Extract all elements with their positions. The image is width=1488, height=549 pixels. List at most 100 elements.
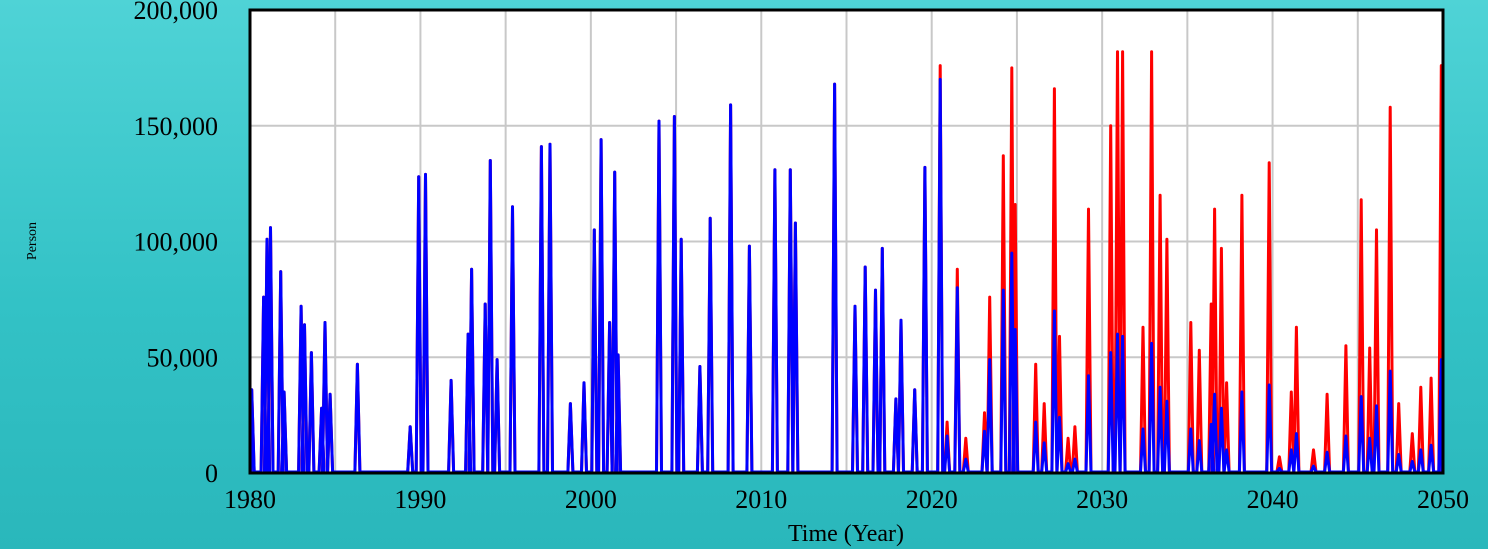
y-tick-label: 50,000 bbox=[147, 343, 219, 372]
data-point-series-2 bbox=[1312, 465, 1315, 467]
data-point-series-1 bbox=[946, 421, 948, 423]
data-point-series-2 bbox=[266, 238, 268, 240]
data-point-series-2 bbox=[1002, 289, 1005, 291]
data-point-series-2 bbox=[748, 245, 751, 247]
data-point-series-2 bbox=[965, 458, 967, 460]
data-point-series-1 bbox=[1053, 87, 1056, 90]
x-axis-label: Time (Year) bbox=[788, 521, 904, 547]
data-point-series-2 bbox=[1397, 453, 1400, 456]
data-point-series-2 bbox=[583, 381, 585, 384]
data-point-series-2 bbox=[983, 430, 986, 433]
data-point-series-1 bbox=[1389, 106, 1391, 109]
data-point-series-2 bbox=[279, 270, 282, 273]
data-point-series-2 bbox=[1159, 386, 1161, 389]
data-point-series-1 bbox=[939, 64, 942, 67]
data-point-series-2 bbox=[895, 398, 897, 400]
data-point-series-1 bbox=[956, 268, 959, 271]
data-point-series-2 bbox=[1210, 423, 1213, 426]
data-point-series-2 bbox=[1043, 442, 1045, 444]
data-point-series-1 bbox=[988, 296, 991, 298]
data-point-series-2 bbox=[699, 365, 701, 368]
data-point-series-2 bbox=[658, 120, 660, 122]
data-point-series-2 bbox=[874, 289, 877, 291]
data-point-series-2 bbox=[593, 229, 596, 231]
data-point-series-2 bbox=[900, 319, 902, 322]
data-point-series-2 bbox=[409, 425, 412, 428]
data-point-series-2 bbox=[1121, 335, 1124, 338]
data-point-series-1 bbox=[1278, 455, 1281, 458]
data-point-series-1 bbox=[1002, 155, 1005, 157]
data-point-series-2 bbox=[608, 321, 611, 324]
x-tick-label: 2020 bbox=[906, 485, 958, 514]
data-point-series-2 bbox=[1389, 370, 1391, 372]
data-point-series-2 bbox=[881, 247, 884, 250]
data-point-series-1 bbox=[1375, 229, 1378, 231]
data-point-series-2 bbox=[283, 391, 285, 393]
data-point-series-2 bbox=[1326, 451, 1328, 453]
data-point-series-1 bbox=[1166, 238, 1168, 240]
data-point-series-1 bbox=[1345, 344, 1347, 347]
data-point-series-2 bbox=[310, 351, 313, 354]
data-point-series-2 bbox=[1360, 395, 1362, 398]
data-point-series-2 bbox=[484, 303, 486, 305]
data-point-series-2 bbox=[673, 115, 676, 118]
data-point-series-2 bbox=[939, 78, 942, 81]
x-tick-label: 2040 bbox=[1247, 485, 1299, 514]
y-tick-label: 150,000 bbox=[134, 112, 219, 141]
data-point-series-1 bbox=[1014, 203, 1017, 206]
y-tick-label: 200,000 bbox=[134, 0, 219, 25]
y-tick-label: 100,000 bbox=[134, 228, 219, 257]
data-point-series-1 bbox=[1290, 391, 1293, 393]
data-point-series-2 bbox=[1241, 391, 1243, 393]
data-point-series-2 bbox=[600, 138, 602, 141]
data-point-series-2 bbox=[1411, 460, 1414, 463]
data-point-series-1 bbox=[1397, 402, 1400, 405]
data-point-series-2 bbox=[1368, 437, 1371, 440]
data-point-series-1 bbox=[1109, 124, 1112, 127]
data-point-series-2 bbox=[1014, 328, 1017, 331]
data-point-series-1 bbox=[1189, 321, 1192, 324]
data-point-series-2 bbox=[324, 321, 326, 324]
data-point-series-1 bbox=[1420, 386, 1422, 389]
x-tick-label: 2010 bbox=[735, 485, 787, 514]
data-point-series-1 bbox=[965, 437, 967, 440]
data-point-series-2 bbox=[1150, 342, 1153, 345]
data-point-series-1 bbox=[983, 412, 986, 414]
x-tick-label: 2030 bbox=[1076, 485, 1128, 514]
data-point-series-2 bbox=[774, 168, 776, 171]
data-point-series-2 bbox=[303, 324, 306, 326]
data-point-series-2 bbox=[1067, 462, 1069, 465]
data-point-series-2 bbox=[946, 435, 948, 437]
data-point-series-2 bbox=[1053, 310, 1056, 312]
data-point-series-2 bbox=[1268, 384, 1270, 386]
data-point-series-2 bbox=[1290, 449, 1293, 451]
data-point-series-2 bbox=[450, 379, 452, 382]
data-point-series-2 bbox=[1420, 449, 1422, 451]
data-point-series-2 bbox=[1213, 393, 1216, 396]
data-point-series-2 bbox=[1345, 435, 1347, 437]
data-point-series-2 bbox=[467, 333, 469, 335]
data-point-series-2 bbox=[496, 358, 498, 361]
data-point-series-1 bbox=[1225, 381, 1228, 384]
data-point-series-1 bbox=[1241, 194, 1243, 196]
data-point-series-2 bbox=[680, 238, 682, 240]
data-point-series-1 bbox=[1067, 437, 1069, 440]
data-point-series-2 bbox=[1087, 374, 1090, 377]
data-point-series-2 bbox=[924, 166, 926, 169]
data-point-series-2 bbox=[1034, 421, 1037, 423]
data-point-series-1 bbox=[1312, 449, 1315, 451]
data-point-series-2 bbox=[913, 388, 916, 391]
data-point-series-1 bbox=[1116, 50, 1119, 53]
data-point-series-2 bbox=[1074, 458, 1076, 460]
data-point-series-1 bbox=[1220, 247, 1223, 250]
data-point-series-2 bbox=[617, 354, 619, 356]
data-point-series-2 bbox=[424, 173, 427, 176]
data-point-series-2 bbox=[1198, 439, 1201, 442]
data-point-series-1 bbox=[1011, 67, 1013, 69]
data-point-series-2 bbox=[269, 226, 272, 229]
data-point-series-2 bbox=[489, 159, 492, 162]
data-point-series-2 bbox=[549, 143, 551, 146]
data-point-series-1 bbox=[1150, 50, 1153, 53]
data-point-series-1 bbox=[1087, 208, 1090, 210]
x-tick-label: 1990 bbox=[394, 485, 446, 514]
